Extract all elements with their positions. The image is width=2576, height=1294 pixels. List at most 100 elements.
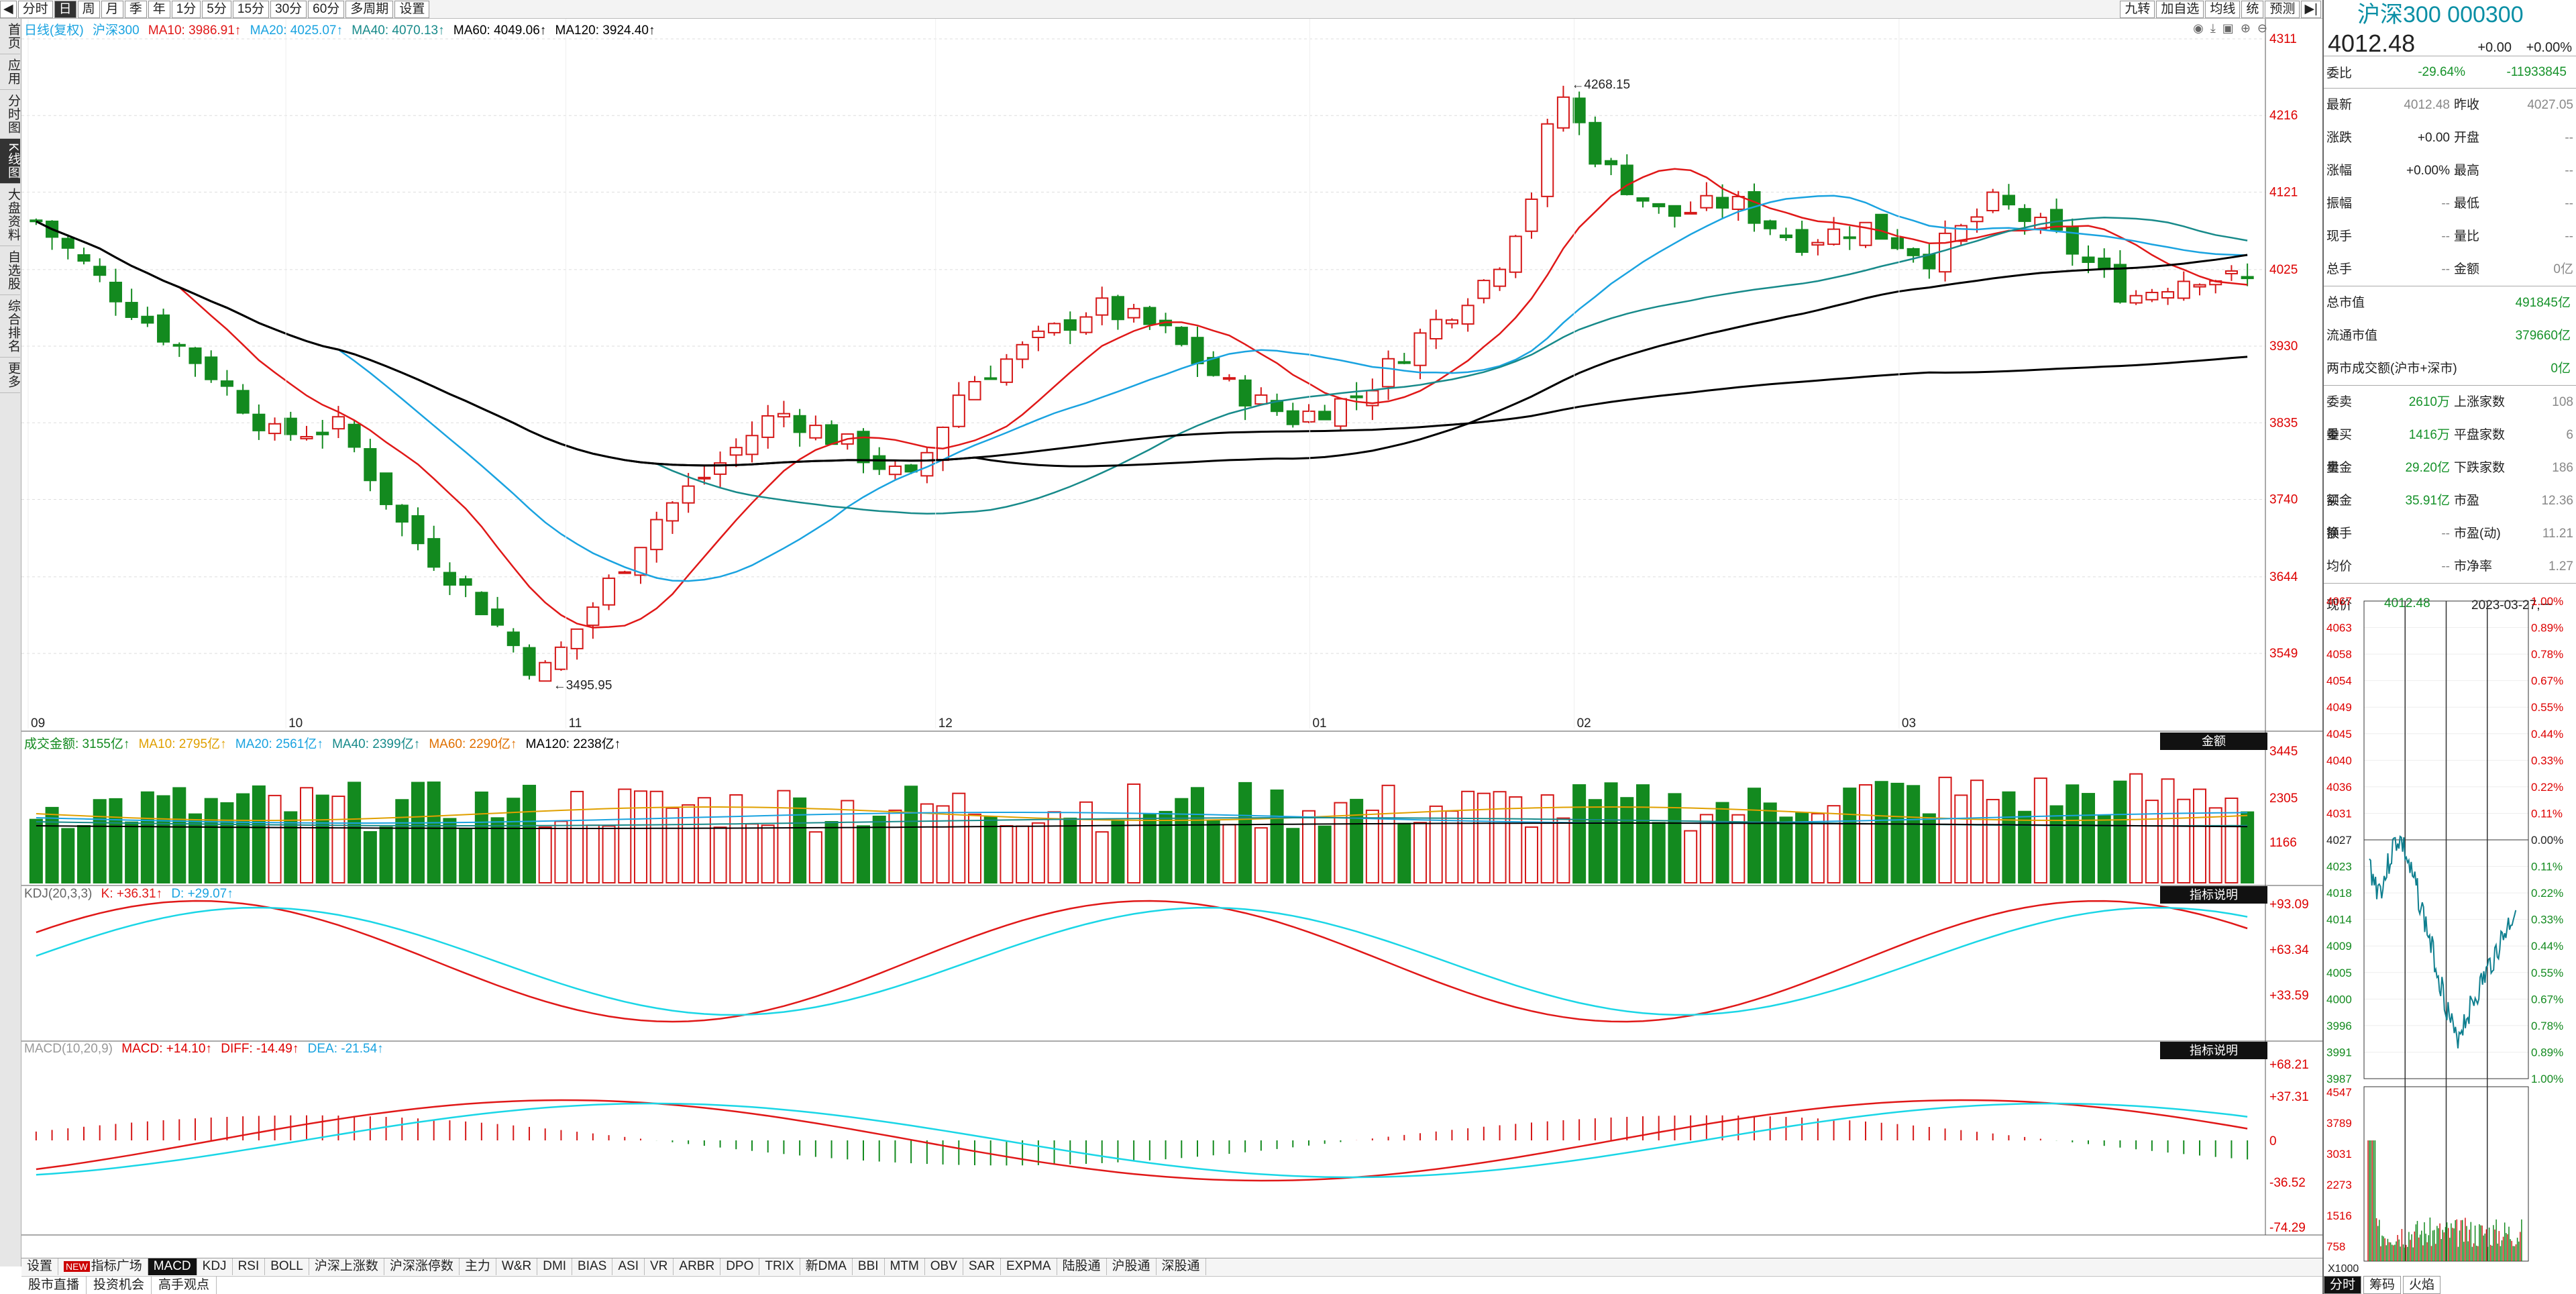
candle-up bbox=[1700, 195, 1713, 209]
mini-vol-tick: 4547 bbox=[2326, 1086, 2352, 1099]
indicator-tab[interactable]: EXPMA bbox=[1001, 1258, 1057, 1275]
indicator-tab[interactable]: TRIX bbox=[759, 1258, 800, 1275]
ma-button[interactable]: 均线 bbox=[2205, 1, 2241, 18]
indicator-tab[interactable]: 设置 bbox=[21, 1258, 59, 1275]
period-1min[interactable]: 1分 bbox=[171, 0, 201, 18]
indicator-tab[interactable]: 主力 bbox=[460, 1258, 496, 1275]
indicator-tab[interactable]: MACD bbox=[148, 1258, 197, 1275]
kdj-help-tag[interactable]: 指标说明 bbox=[2160, 886, 2267, 904]
period-30min[interactable]: 30分 bbox=[270, 0, 307, 18]
volume-bar bbox=[443, 818, 457, 884]
volume-bar bbox=[347, 781, 362, 884]
right-tab-flame[interactable]: 火焰 bbox=[2403, 1276, 2441, 1294]
indicator-tab[interactable]: MTM bbox=[885, 1258, 925, 1275]
volume-tick: 2305 bbox=[2269, 792, 2298, 806]
indicator-tab[interactable]: ASI bbox=[612, 1258, 645, 1275]
period-15min[interactable]: 15分 bbox=[232, 0, 270, 18]
indicator-tab[interactable]: 陆股通 bbox=[1057, 1258, 1107, 1275]
zoom-in-icon[interactable]: ⊕ bbox=[2240, 21, 2251, 35]
intraday-mini-chart[interactable]: 4067 1.00% 4063 0.89% 4058 0.78% 4054 0.67% 4049… bbox=[2324, 590, 2576, 1275]
left-sidebar: 首页 应用 分时图 K线图 大盘资料 自选股 综合排名 更多 bbox=[0, 19, 21, 1266]
add-watchlist-button[interactable]: 加自选 bbox=[2156, 1, 2204, 18]
volume-bar bbox=[204, 798, 218, 883]
indicator-tab[interactable]: 沪深上涨数 bbox=[309, 1258, 384, 1275]
mini-vol-tick: 2273 bbox=[2326, 1179, 2352, 1191]
toolbar-end-arrow-icon[interactable]: ▶| bbox=[2301, 1, 2321, 18]
nine-turn-button[interactable]: 九转 bbox=[2120, 1, 2155, 18]
lock-icon[interactable]: ▣ bbox=[2222, 21, 2234, 35]
kdj-k: K: +36.31↑ bbox=[101, 887, 163, 901]
period-weekly[interactable]: 周 bbox=[77, 0, 100, 18]
macd-help-tag[interactable]: 指标说明 bbox=[2160, 1042, 2267, 1059]
candle-down bbox=[1843, 236, 1856, 239]
indicator-tab[interactable]: BOLL bbox=[265, 1258, 309, 1275]
indicator-tab[interactable]: DPO bbox=[720, 1258, 760, 1275]
period-multi[interactable]: 多周期 bbox=[345, 0, 394, 18]
indicator-tab[interactable]: ARBR bbox=[674, 1258, 721, 1275]
indicator-tab[interactable]: W&R bbox=[496, 1258, 538, 1275]
volume-label: 成交金额: 3155亿↑ bbox=[24, 737, 130, 751]
download-icon[interactable]: ⤓ bbox=[2210, 21, 2216, 35]
ma120-line bbox=[36, 220, 2248, 467]
volume-bar bbox=[618, 788, 632, 883]
indicator-tab[interactable]: BIAS bbox=[572, 1258, 613, 1275]
eye-icon[interactable]: ◉ bbox=[2193, 21, 2204, 35]
sidebar-kline[interactable]: K线图 bbox=[0, 139, 20, 184]
indicator-tab[interactable]: DMI bbox=[537, 1258, 573, 1275]
kline-chart-area[interactable]: 4311 4216 4121 4025 3930 3835 3740 3644 3549 ←426… bbox=[21, 19, 2322, 1257]
sidebar-ranking[interactable]: 综合排名 bbox=[0, 295, 20, 358]
indicator-tab[interactable]: RSI bbox=[233, 1258, 266, 1275]
period-intraday[interactable]: 分时 bbox=[17, 0, 53, 18]
mini-pct-tick: 0.44% bbox=[2531, 728, 2563, 741]
period-5min[interactable]: 5分 bbox=[202, 0, 231, 18]
sidebar-home[interactable]: 首页 bbox=[0, 19, 20, 54]
right-tab-chips[interactable]: 筹码 bbox=[2363, 1276, 2402, 1294]
volume-bar bbox=[936, 805, 950, 883]
right-tab-intraday[interactable]: 分时 bbox=[2324, 1276, 2362, 1294]
period-yearly[interactable]: 年 bbox=[148, 0, 170, 18]
live-button[interactable]: 股市直播 bbox=[21, 1277, 87, 1294]
period-quarterly[interactable]: 季 bbox=[124, 0, 147, 18]
quote-value: 0亿 bbox=[2551, 362, 2571, 376]
expert-view-button[interactable]: 高手观点 bbox=[152, 1277, 217, 1294]
indicator-tab[interactable]: KDJ bbox=[197, 1258, 233, 1275]
sidebar-intraday[interactable]: 分时图 bbox=[0, 90, 20, 139]
period-monthly[interactable]: 月 bbox=[101, 0, 123, 18]
indicator-tab[interactable]: 沪深涨停数 bbox=[384, 1258, 460, 1275]
volume-bar bbox=[76, 824, 91, 884]
indicator-tab[interactable]: 深股通 bbox=[1157, 1258, 1206, 1275]
volume-ma-line bbox=[36, 812, 2248, 824]
price-tick: 4216 bbox=[2269, 109, 2298, 123]
indicator-tab[interactable]: 新DMA bbox=[800, 1258, 853, 1275]
quote-label: 振幅 bbox=[2326, 197, 2353, 211]
volume-amount-tag[interactable]: 金额 bbox=[2160, 733, 2267, 750]
indicator-tab[interactable]: VR bbox=[645, 1258, 674, 1275]
forecast-button[interactable]: 预测 bbox=[2265, 1, 2300, 18]
sidebar-more[interactable]: 更多 bbox=[0, 358, 20, 393]
indicator-tab[interactable]: BBI bbox=[853, 1258, 885, 1275]
quote-label: 换手 bbox=[2326, 527, 2353, 541]
indicator-tab[interactable]: NEW 指标广场 bbox=[58, 1258, 148, 1275]
volume-bar bbox=[1159, 810, 1173, 883]
indicator-tab[interactable]: 沪股通 bbox=[1107, 1258, 1157, 1275]
quote-label: 最低 bbox=[2454, 197, 2480, 211]
mini-pct-tick: 0.55% bbox=[2531, 967, 2563, 979]
candle-down bbox=[506, 631, 520, 647]
period-daily[interactable]: 日 bbox=[54, 0, 76, 18]
zoom-out-icon[interactable]: ⊖ bbox=[2257, 21, 2267, 35]
sidebar-apps[interactable]: 应用 bbox=[0, 54, 20, 90]
candle-up bbox=[1684, 211, 1697, 215]
settings-button[interactable]: 设置 bbox=[394, 0, 430, 18]
volume-bar bbox=[2177, 798, 2191, 884]
candle-down bbox=[2018, 208, 2031, 222]
sidebar-watchlist[interactable]: 自选股 bbox=[0, 246, 20, 295]
stats-button[interactable]: 统 bbox=[2241, 1, 2264, 18]
indicator-tab[interactable]: OBV bbox=[925, 1258, 963, 1275]
indicator-tab[interactable]: SAR bbox=[963, 1258, 1001, 1275]
period-60min[interactable]: 60分 bbox=[308, 0, 345, 18]
sidebar-market-info[interactable]: 大盘资料 bbox=[0, 184, 20, 246]
mini-price-tick: 4014 bbox=[2326, 914, 2352, 926]
toolbar-prev-arrow-icon[interactable]: ◀ bbox=[0, 0, 17, 18]
opportunity-button[interactable]: 投资机会 bbox=[87, 1277, 152, 1294]
